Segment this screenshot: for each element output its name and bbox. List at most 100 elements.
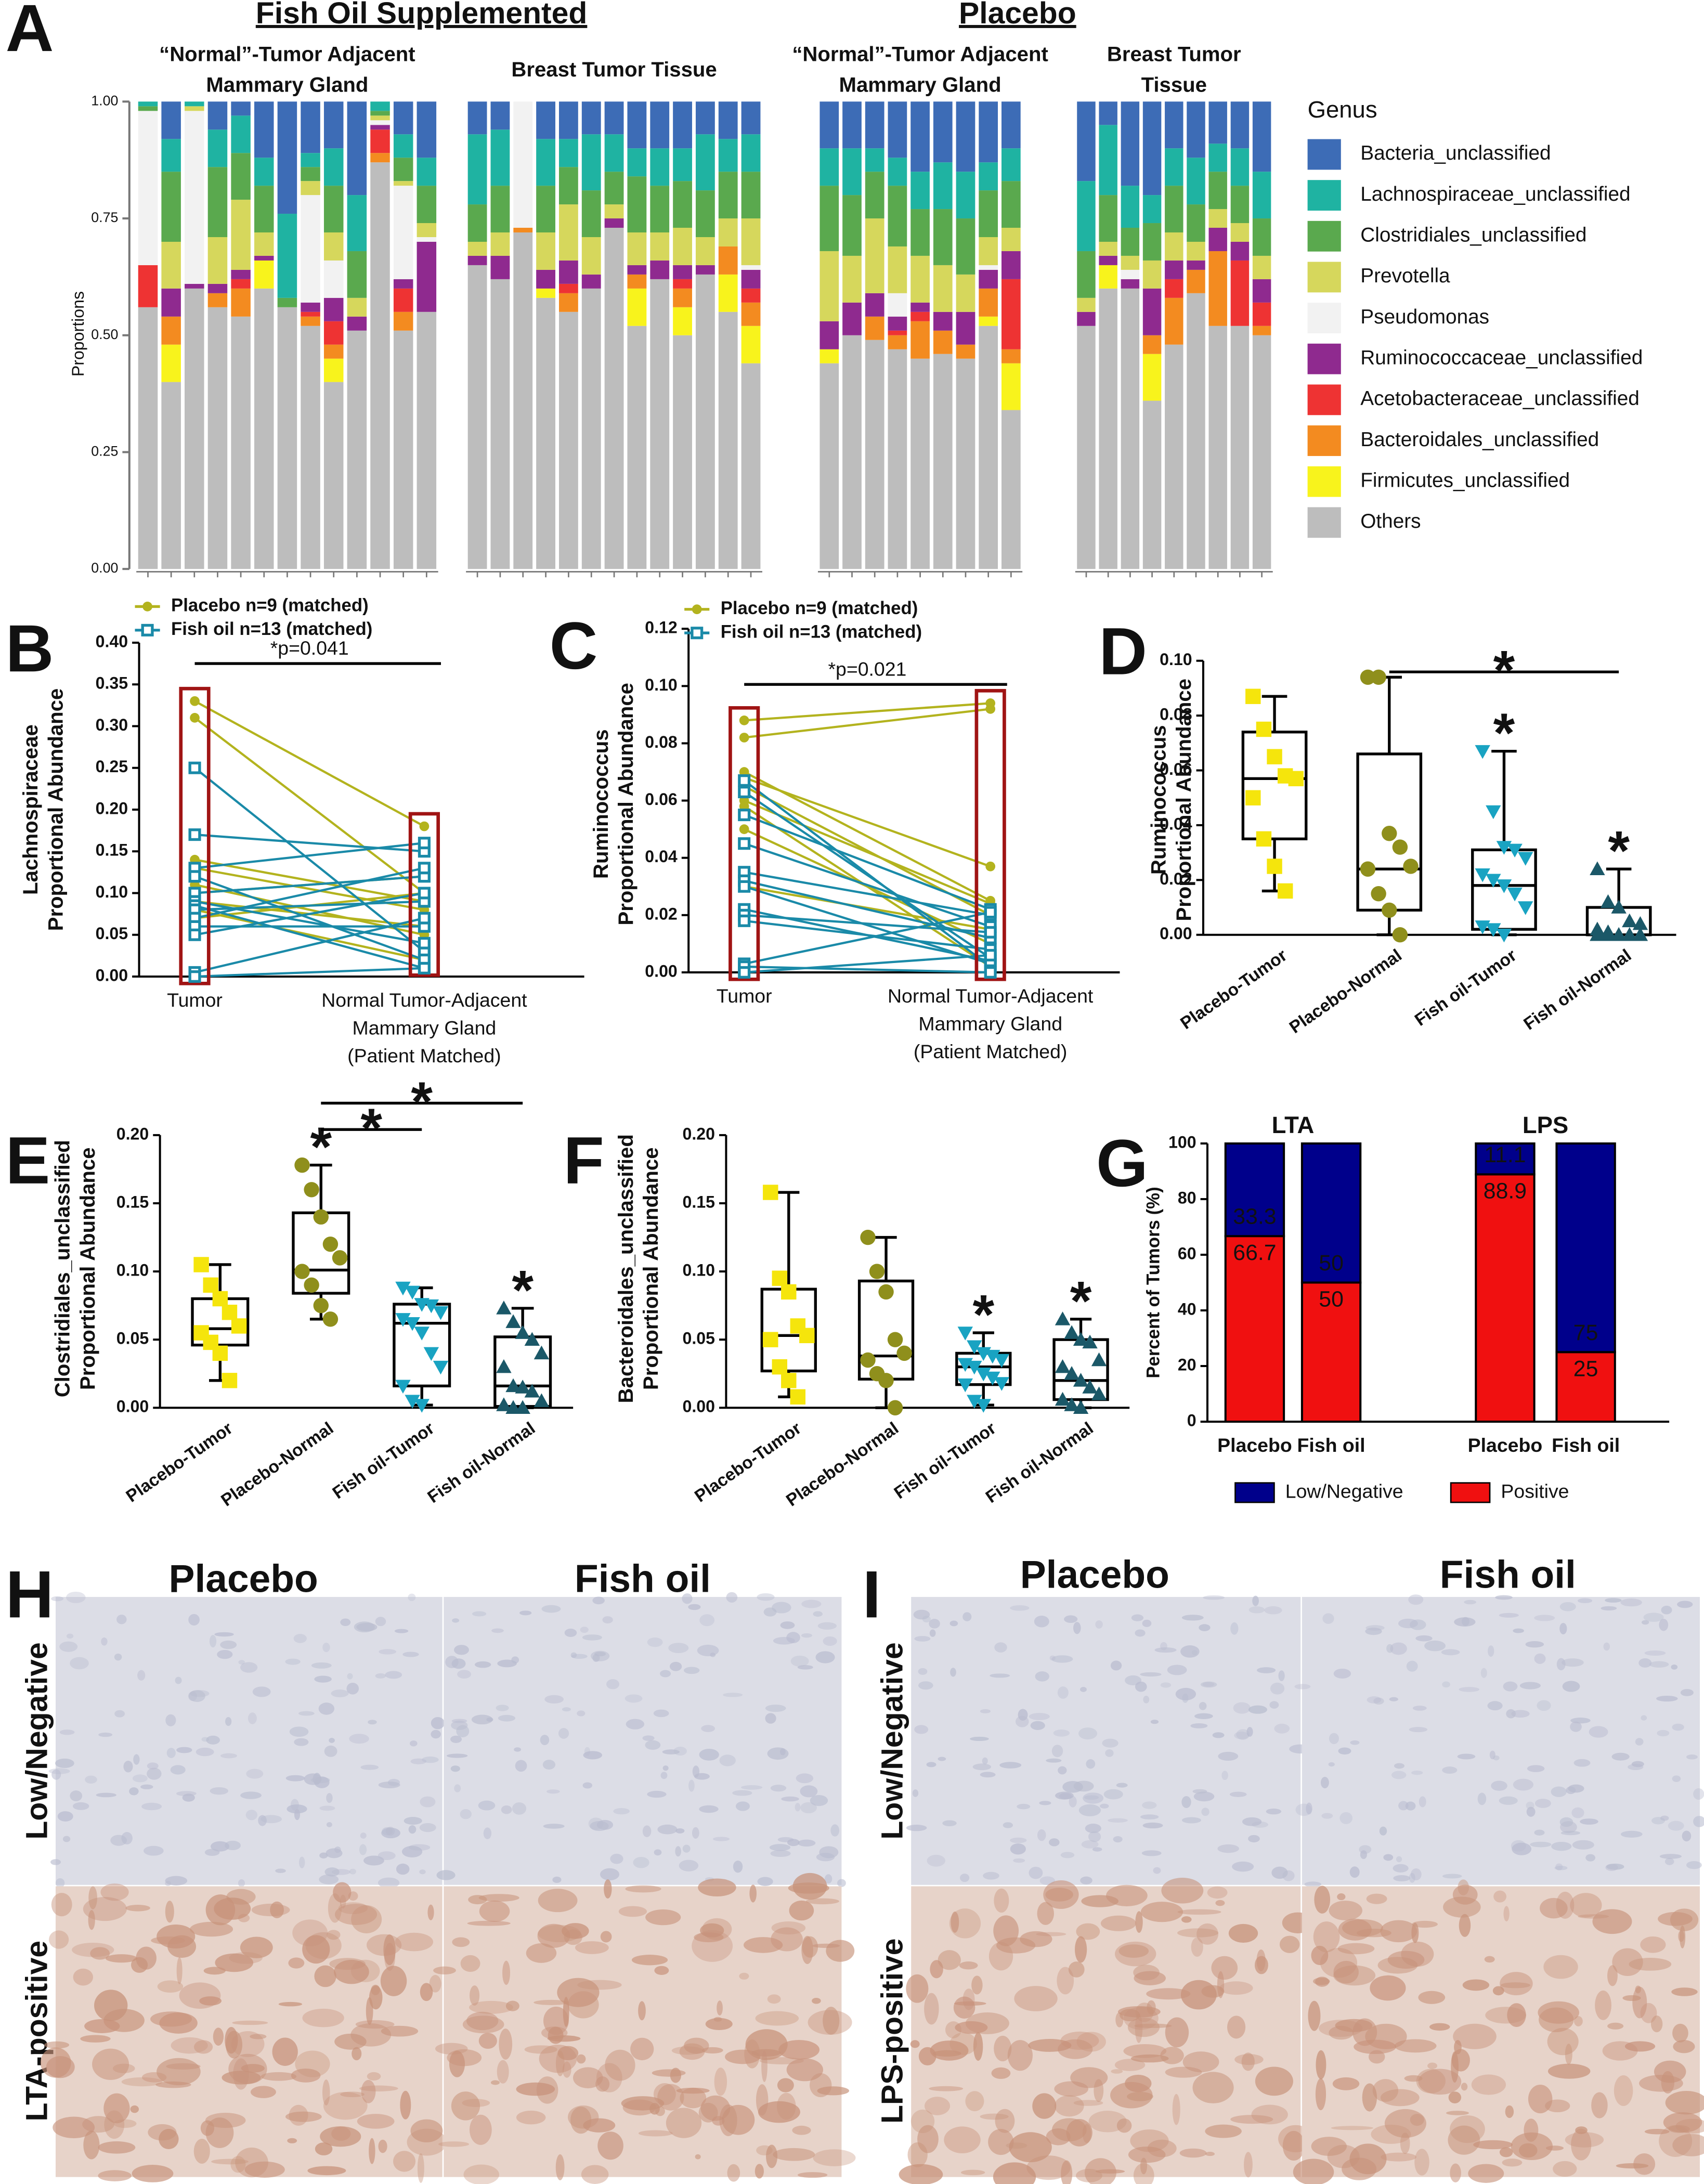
- micrograph-texture: [786, 2058, 824, 2082]
- micrograph-texture: [1108, 1818, 1128, 1823]
- bar-segment: [1252, 101, 1271, 172]
- micrograph-texture: [1322, 1613, 1334, 1624]
- micrograph-texture: [1227, 2016, 1246, 2039]
- bar-segment: [842, 255, 862, 303]
- bar-segment: [393, 181, 413, 186]
- micrograph-texture: [596, 2063, 622, 2092]
- bar-segment: [1142, 195, 1162, 224]
- bar-segment: [604, 134, 624, 172]
- micrograph-texture: [245, 1810, 258, 1821]
- micrograph-texture: [407, 2128, 447, 2156]
- bar-segment: [979, 101, 998, 163]
- bar-segment: [1001, 410, 1021, 569]
- point: [1382, 826, 1397, 841]
- pair-line: [744, 871, 991, 916]
- bar-segment: [347, 316, 367, 331]
- micrograph-texture: [241, 2064, 265, 2073]
- micrograph-texture: [1400, 2133, 1410, 2154]
- micrograph-texture: [1308, 2000, 1321, 2031]
- micrograph-texture: [652, 2069, 686, 2077]
- bar-segment: [490, 255, 510, 279]
- micrograph-texture: [1177, 1928, 1218, 1938]
- micrograph-texture: [1034, 1616, 1049, 1628]
- micrograph-texture: [1066, 2118, 1092, 2147]
- pair-line: [194, 908, 425, 961]
- micrograph-texture: [250, 2086, 276, 2098]
- legend-swatch: [1307, 139, 1341, 170]
- micrograph-texture: [951, 1912, 959, 1933]
- micrograph-texture: [1616, 2163, 1649, 2169]
- bar-segment: [933, 354, 953, 569]
- bar-segment: [933, 101, 953, 163]
- micrograph-texture: [540, 1735, 550, 1746]
- micrograph-texture: [1411, 1922, 1419, 1943]
- point: [1507, 887, 1523, 902]
- bar-segment: [627, 326, 647, 569]
- micrograph-texture: [700, 2095, 731, 2121]
- bar-segment: [741, 265, 761, 270]
- micrograph-texture: [420, 1983, 433, 2001]
- micrograph-texture: [1236, 1729, 1250, 1740]
- micrograph-texture: [360, 1764, 379, 1770]
- micrograph-texture: [410, 1758, 427, 1764]
- point: [1064, 1325, 1079, 1339]
- data-label: 50: [1319, 1251, 1344, 1276]
- pair-line: [744, 842, 991, 928]
- micrograph-texture: [773, 2148, 815, 2161]
- micrograph-texture: [1088, 1831, 1101, 1842]
- micrograph-texture: [1130, 2129, 1169, 2152]
- micrograph-texture: [1130, 2054, 1169, 2063]
- x-tick-label: Tumor: [717, 985, 772, 1007]
- micrograph-texture: [710, 1652, 716, 1657]
- micrograph-texture: [1540, 1897, 1568, 1919]
- micrograph-texture: [570, 2107, 592, 2134]
- pair-line: [744, 911, 991, 965]
- micrograph-texture: [922, 1616, 931, 1623]
- micrograph-texture: [196, 1747, 214, 1757]
- pair-line: [744, 828, 991, 945]
- pair-line: [194, 867, 425, 919]
- legend-label: Ruminococcaceae_unclassified: [1360, 346, 1643, 369]
- bar-segment: [627, 274, 647, 289]
- micrograph-texture: [942, 1820, 957, 1826]
- y-axis-label: Proportional Abundance: [639, 1148, 662, 1390]
- micrograph-texture: [1328, 1762, 1335, 1767]
- micrograph-texture: [1060, 2031, 1099, 2050]
- micrograph-texture: [924, 1993, 939, 2025]
- bar-segment: [956, 101, 975, 172]
- micrograph-texture: [1589, 1726, 1608, 1738]
- micrograph-texture: [1406, 1660, 1418, 1672]
- bar-segment: [718, 139, 738, 172]
- point: [142, 602, 152, 612]
- micrograph-texture: [642, 1735, 655, 1741]
- bar-segment: [865, 293, 884, 317]
- micrograph-texture: [1534, 1653, 1546, 1664]
- point: [878, 1373, 894, 1388]
- micrograph-texture: [906, 1825, 927, 1831]
- micrograph-texture: [1365, 1628, 1382, 1635]
- bar-segment: [820, 321, 839, 349]
- micrograph-texture: [1329, 1901, 1362, 1921]
- point: [1475, 868, 1490, 882]
- micrograph-texture: [1534, 1615, 1555, 1621]
- micrograph-texture: [451, 1658, 466, 1669]
- micrograph-texture: [278, 2001, 303, 2007]
- group-title: Mammary Gland: [839, 73, 1001, 96]
- micrograph-texture: [1601, 1606, 1617, 1611]
- micrograph-texture: [50, 1859, 61, 1865]
- micrograph-texture: [334, 1959, 369, 1984]
- significance-star: *: [1493, 639, 1515, 701]
- micrograph-texture: [1450, 2163, 1461, 2182]
- bar-segment: [301, 311, 320, 317]
- micrograph-texture: [70, 1657, 89, 1670]
- point: [188, 928, 201, 941]
- micrograph-texture: [949, 1908, 981, 1939]
- bar-segment: [370, 162, 390, 569]
- micrograph-texture: [767, 1747, 789, 1760]
- micrograph-texture: [1061, 2160, 1073, 2184]
- micrograph-texture: [1442, 1681, 1450, 1688]
- pair-line: [194, 900, 424, 911]
- micrograph-texture: [133, 1754, 140, 1765]
- point: [313, 1297, 329, 1314]
- micrograph-texture: [1656, 1695, 1678, 1702]
